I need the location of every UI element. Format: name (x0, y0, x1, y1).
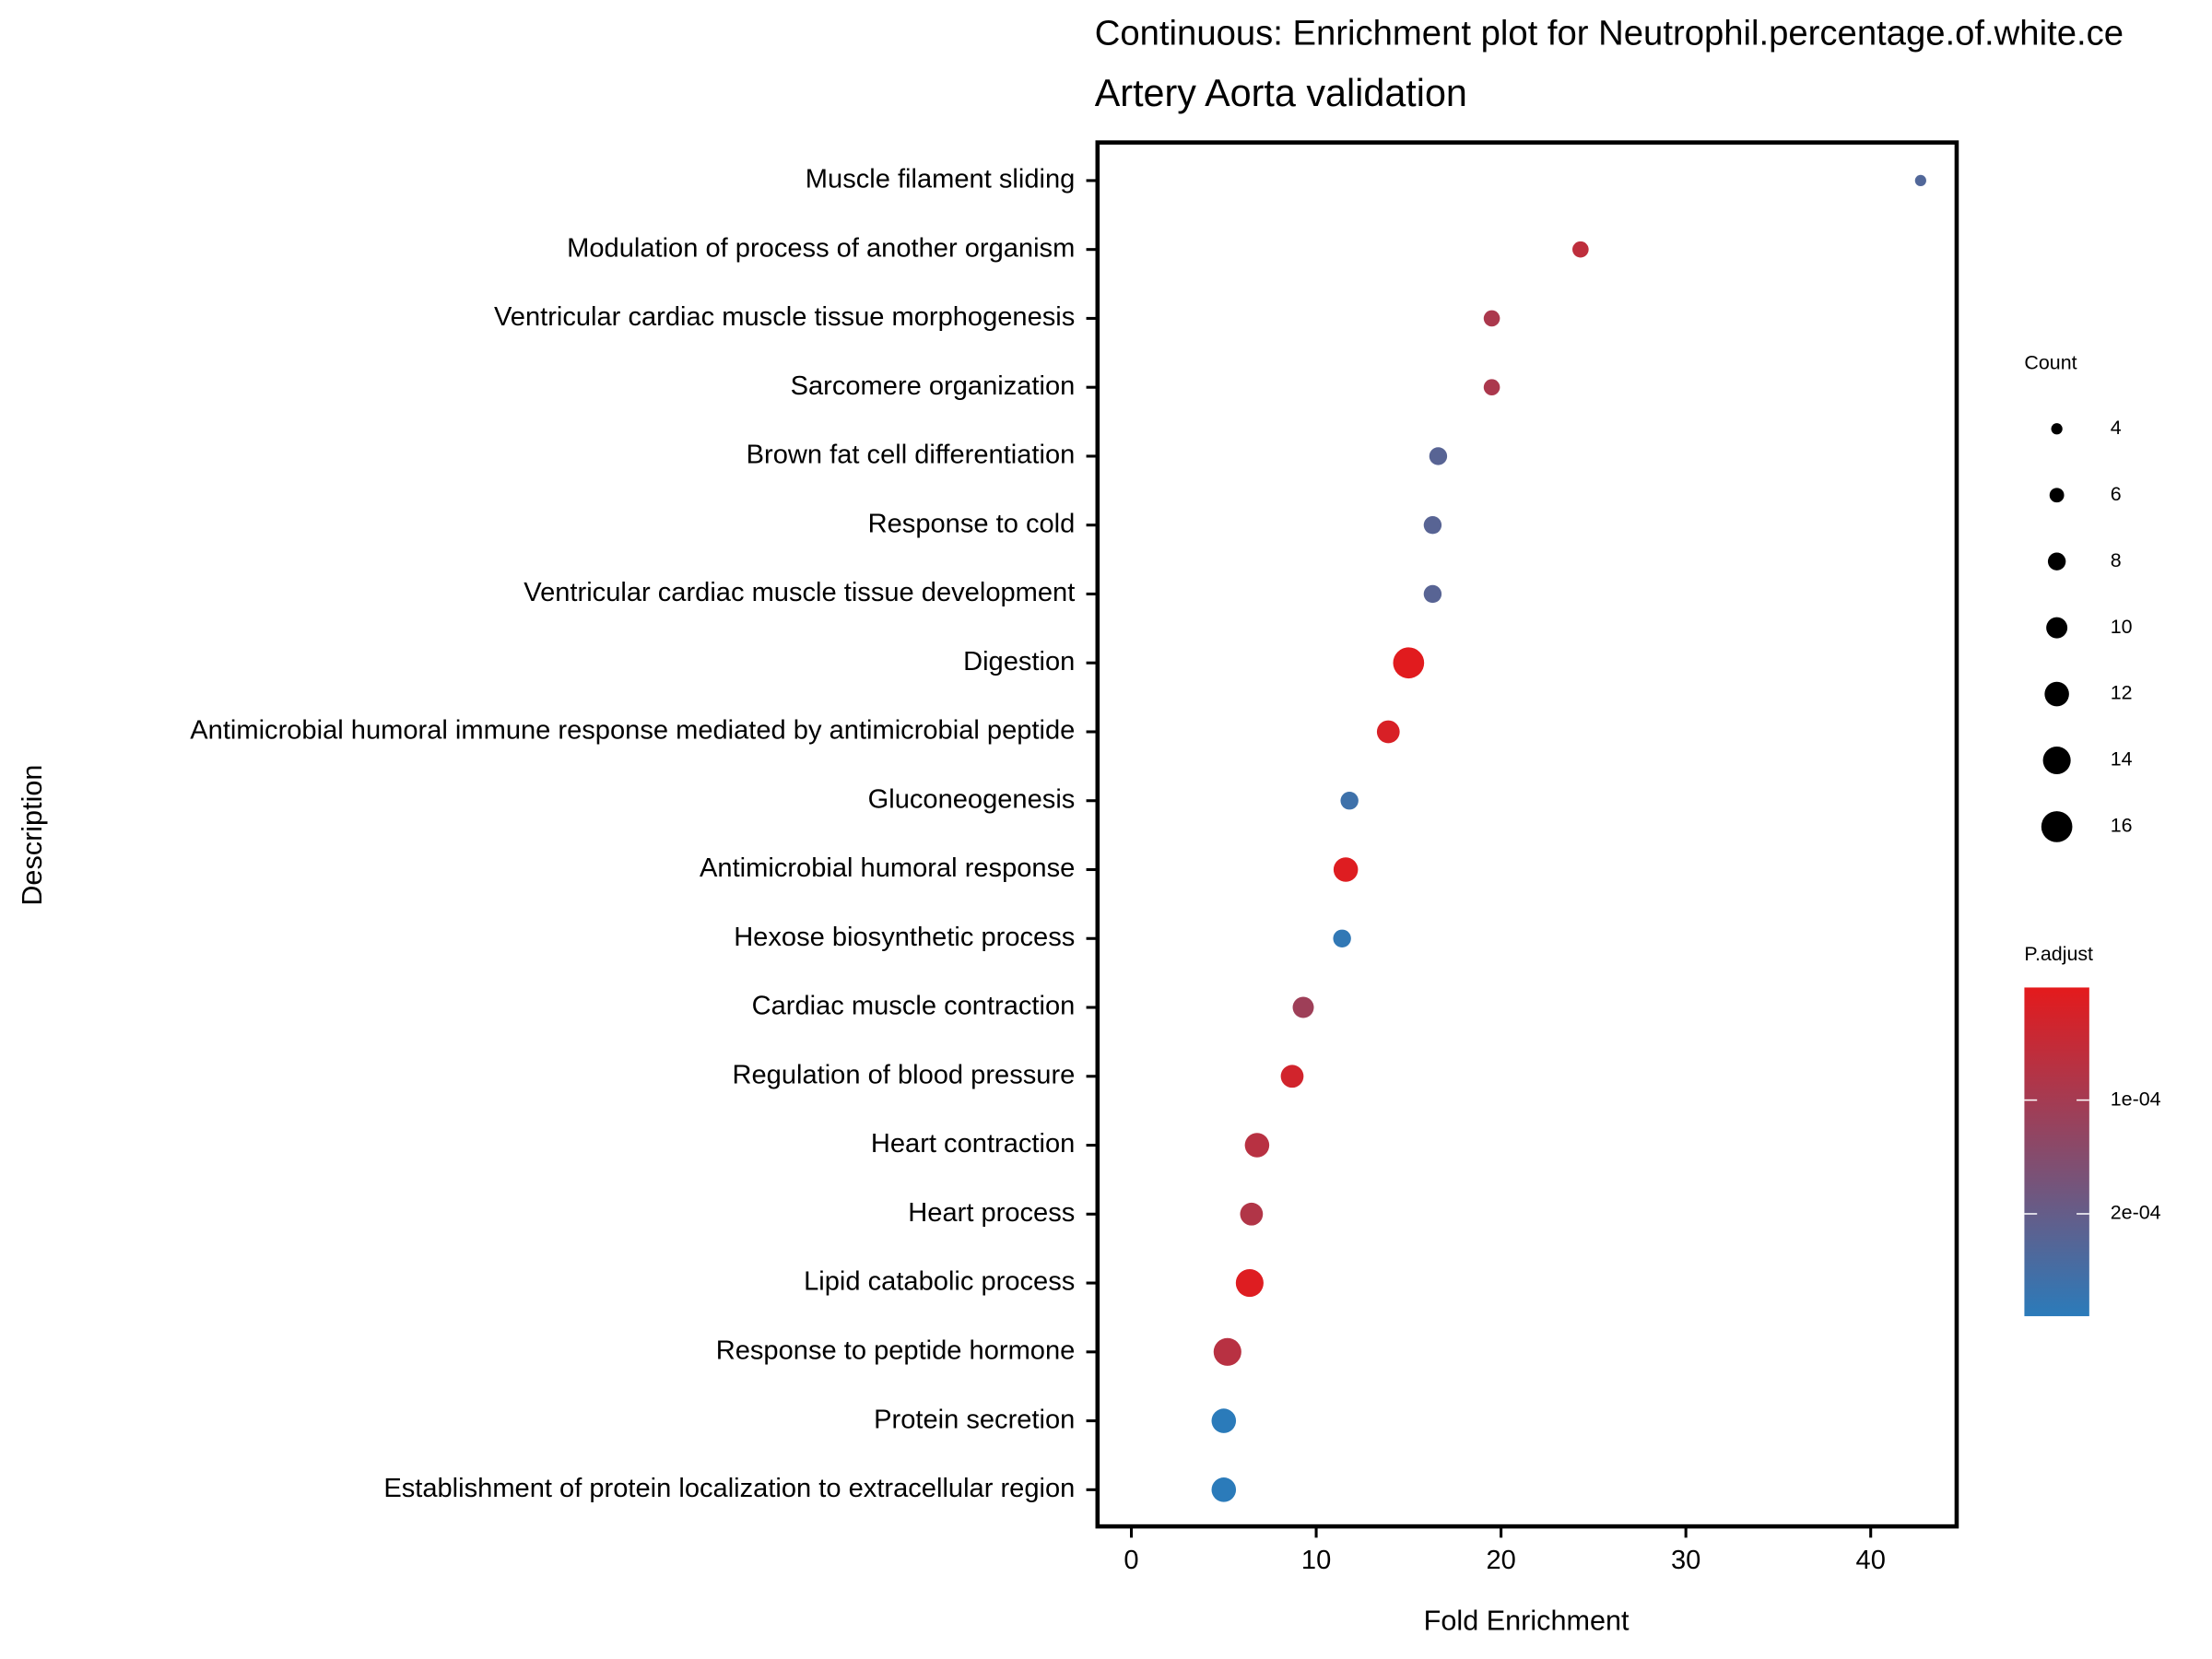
size-legend-label: 8 (2111, 549, 2122, 571)
y-tick-label: Hexose biosynthetic process (734, 923, 1075, 952)
y-tick-label: Gluconeogenesis (868, 784, 1076, 814)
dot (1429, 447, 1448, 465)
dot (1240, 1202, 1264, 1226)
y-tick-label: Antimicrobial humoral response (700, 853, 1075, 883)
dot (1292, 996, 1314, 1018)
x-tick-label: 0 (1124, 1546, 1138, 1575)
chart-subtitle: Artery Aorta validation (1095, 72, 1467, 114)
size-legend-label: 16 (2111, 815, 2133, 837)
dot (1244, 1133, 1270, 1158)
size-legend-label: 14 (2111, 748, 2133, 771)
size-legend-key (2044, 681, 2069, 707)
dot (1423, 516, 1442, 535)
size-legend-label: 6 (2111, 483, 2122, 505)
y-axis-label: Description (17, 765, 48, 906)
y-tick-label: Response to cold (868, 509, 1076, 538)
dot (1211, 1477, 1237, 1502)
color-bar (2024, 987, 2089, 1317)
dot (1211, 1408, 1237, 1433)
dot (1280, 1065, 1304, 1088)
size-legend-title: Count (2024, 352, 2077, 374)
dot (1235, 1269, 1264, 1298)
y-tick-label: Heart contraction (871, 1129, 1075, 1159)
size-legend-key (2047, 552, 2066, 571)
x-tick-label: 20 (1486, 1546, 1515, 1575)
size-legend-label: 12 (2111, 682, 2133, 704)
x-axis-label: Fold Enrichment (1424, 1605, 1630, 1636)
chart-title: Continuous: Enrichment plot for Neutroph… (1095, 13, 2124, 53)
dot (1914, 174, 1926, 187)
plot-panel (1095, 140, 1959, 1529)
dot (1483, 310, 1500, 327)
y-tick-label: Response to peptide hormone (716, 1335, 1076, 1365)
y-tick-label: Regulation of blood pressure (733, 1060, 1076, 1089)
size-legend-key (2051, 423, 2063, 435)
y-tick-label: Muscle filament sliding (806, 165, 1076, 194)
dot (1423, 584, 1442, 604)
y-tick-label: Cardiac muscle contraction (752, 992, 1076, 1021)
y-tick-label: Sarcomere organization (791, 371, 1076, 401)
color-legend-label: 2e-04 (2111, 1202, 2161, 1224)
dot (1340, 792, 1359, 810)
size-legend-key (2049, 488, 2065, 503)
y-tick-label: Lipid catabolic process (804, 1267, 1075, 1297)
y-tick-label: Protein secretion (874, 1405, 1075, 1434)
y-tick-label: Ventricular cardiac muscle tissue develo… (524, 578, 1075, 607)
size-legend-label: 10 (2111, 616, 2133, 638)
color-legend-title: P.adjust (2024, 943, 2093, 965)
size-legend-key (2041, 811, 2073, 842)
x-tick-label: 10 (1301, 1546, 1331, 1575)
y-tick-label: Brown fat cell differentiation (747, 441, 1076, 470)
y-tick-label: Digestion (963, 647, 1075, 677)
dot (1393, 647, 1425, 679)
y-tick-label: Heart process (908, 1198, 1075, 1228)
size-legend-key (2042, 746, 2071, 775)
y-tick-label: Ventricular cardiac muscle tissue morpho… (494, 302, 1075, 332)
dot (1333, 929, 1351, 947)
dot (1376, 720, 1400, 744)
y-tick-label: Modulation of process of another organis… (567, 233, 1075, 263)
color-legend-label: 1e-04 (2111, 1088, 2161, 1110)
x-tick-label: 40 (1856, 1546, 1886, 1575)
dot (1572, 241, 1589, 258)
y-tick-label: Establishment of protein localization to… (383, 1474, 1075, 1503)
size-legend-key (2046, 617, 2068, 639)
dot (1333, 857, 1359, 882)
dot (1213, 1337, 1241, 1366)
dot (1483, 379, 1500, 395)
size-legend-label: 4 (2111, 417, 2122, 439)
x-tick-label: 30 (1671, 1546, 1700, 1575)
y-tick-label: Antimicrobial humoral immune response me… (190, 716, 1075, 746)
